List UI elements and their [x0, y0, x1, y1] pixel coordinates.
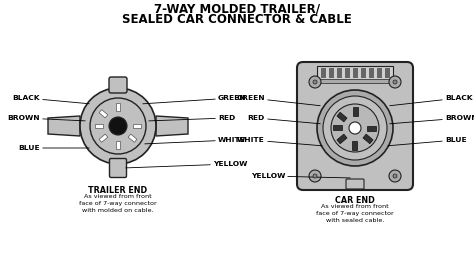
Text: BROWN: BROWN: [8, 115, 85, 121]
Text: BLUE: BLUE: [388, 137, 466, 146]
Circle shape: [309, 76, 321, 88]
FancyBboxPatch shape: [109, 77, 127, 93]
Bar: [369, 68, 374, 78]
Bar: [99, 110, 108, 118]
Bar: [353, 106, 357, 116]
Bar: [334, 125, 343, 130]
Polygon shape: [156, 116, 188, 136]
FancyBboxPatch shape: [109, 158, 127, 177]
Circle shape: [80, 88, 156, 164]
Polygon shape: [48, 116, 80, 136]
Bar: [385, 68, 390, 78]
Bar: [353, 140, 357, 149]
Bar: [133, 124, 141, 128]
Bar: [317, 66, 393, 80]
Text: YELLOW: YELLOW: [126, 161, 247, 168]
Text: RED: RED: [248, 115, 320, 124]
Text: WHITE: WHITE: [145, 137, 246, 144]
Text: WHITE: WHITE: [237, 137, 322, 146]
Circle shape: [393, 174, 397, 178]
Circle shape: [313, 174, 317, 178]
Circle shape: [393, 80, 397, 84]
Text: RED: RED: [149, 115, 235, 121]
Circle shape: [389, 170, 401, 182]
Text: GREEN: GREEN: [143, 95, 246, 104]
Text: GREEN: GREEN: [237, 95, 320, 106]
FancyBboxPatch shape: [297, 62, 413, 190]
Bar: [363, 134, 373, 144]
Circle shape: [389, 76, 401, 88]
Circle shape: [323, 96, 387, 160]
Text: BLACK: BLACK: [12, 95, 89, 104]
Circle shape: [109, 117, 127, 135]
Bar: [116, 141, 120, 149]
Text: BLUE: BLUE: [18, 145, 89, 151]
Bar: [116, 103, 120, 111]
Bar: [337, 134, 347, 144]
Text: YELLOW: YELLOW: [251, 173, 350, 179]
Bar: [353, 68, 358, 78]
FancyBboxPatch shape: [346, 179, 364, 189]
Bar: [95, 124, 103, 128]
Text: As viewed from front
face of 7-way connector
with molded on cable.: As viewed from front face of 7-way conne…: [79, 194, 157, 213]
Bar: [128, 134, 137, 142]
Text: CAR END: CAR END: [335, 196, 375, 205]
Text: 7-WAY MOLDED TRAILER/: 7-WAY MOLDED TRAILER/: [154, 3, 320, 16]
Bar: [337, 112, 347, 122]
Text: SEALED CAR CONNECTOR & CABLE: SEALED CAR CONNECTOR & CABLE: [122, 13, 352, 26]
Bar: [321, 68, 326, 78]
Text: TRAILER END: TRAILER END: [89, 186, 147, 195]
Circle shape: [313, 80, 317, 84]
Bar: [377, 68, 382, 78]
Bar: [345, 68, 350, 78]
Text: BLACK: BLACK: [390, 95, 473, 106]
Circle shape: [331, 104, 379, 152]
Circle shape: [317, 90, 393, 166]
Bar: [361, 68, 366, 78]
Circle shape: [349, 122, 361, 134]
Bar: [99, 134, 108, 142]
Bar: [337, 68, 342, 78]
Text: As viewed from front
face of 7-way connector
with sealed cable.: As viewed from front face of 7-way conne…: [316, 204, 394, 223]
Bar: [367, 125, 376, 130]
Bar: [317, 79, 393, 83]
Circle shape: [309, 170, 321, 182]
Text: BROWN: BROWN: [390, 115, 474, 124]
Bar: [329, 68, 334, 78]
